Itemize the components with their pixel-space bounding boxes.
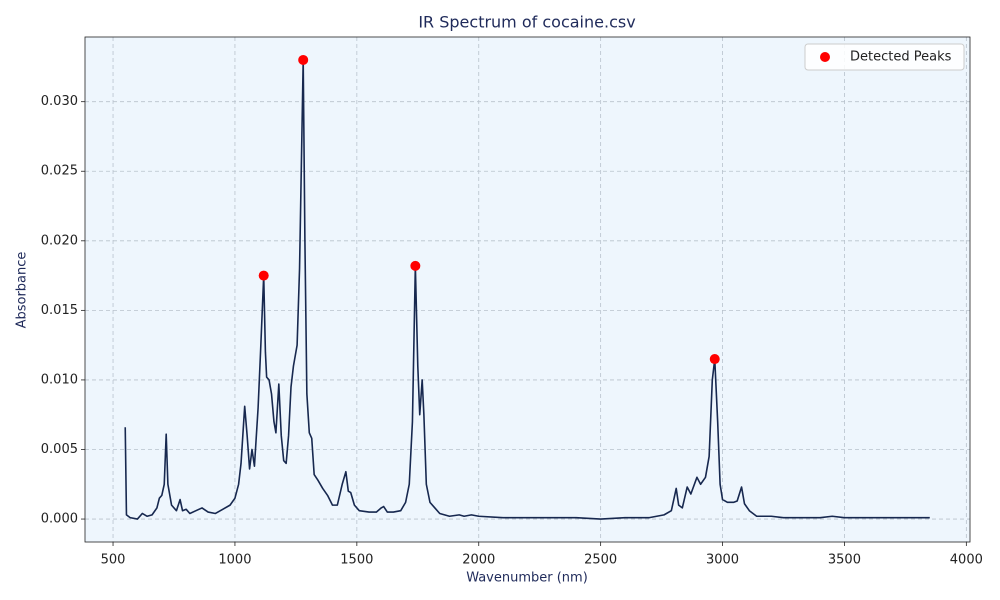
chart-title: IR Spectrum of cocaine.csv <box>418 13 635 32</box>
legend: Detected Peaks <box>804 43 965 71</box>
x-tick-label: 2000 <box>462 553 495 568</box>
plot-area <box>85 37 970 542</box>
peak-marker <box>258 270 269 281</box>
x-tick-label: 4000 <box>950 553 983 568</box>
y-tick-label: 0.005 <box>41 442 78 457</box>
spectrum-line <box>124 59 930 520</box>
peak-marker <box>410 260 421 271</box>
y-tick-label: 0.030 <box>41 94 78 109</box>
grid <box>85 37 970 542</box>
y-axis-label: Absorbance <box>15 252 30 329</box>
x-tick-label: 3500 <box>828 553 861 568</box>
data <box>124 54 930 520</box>
x-tick-label: 2500 <box>584 553 617 568</box>
plot-frame <box>84 36 971 543</box>
x-tick-label: 500 <box>101 553 126 568</box>
y-tick-label: 0.020 <box>41 233 78 248</box>
x-axis-label: Wavenumber (nm) <box>466 571 588 586</box>
y-tick-label: 0.010 <box>41 372 78 387</box>
x-tick-label: 1500 <box>340 553 373 568</box>
y-tick-label: 0.025 <box>41 164 78 179</box>
y-tick-label: 0.000 <box>41 512 78 527</box>
peak-marker <box>709 354 720 365</box>
x-tick-label: 3000 <box>706 553 739 568</box>
legend-box <box>804 43 965 71</box>
legend-marker <box>820 52 830 62</box>
x-tick-label: 1000 <box>218 553 251 568</box>
legend-label: Detected Peaks <box>850 50 952 65</box>
peak-marker <box>298 54 309 65</box>
y-tick-label: 0.015 <box>41 303 78 318</box>
